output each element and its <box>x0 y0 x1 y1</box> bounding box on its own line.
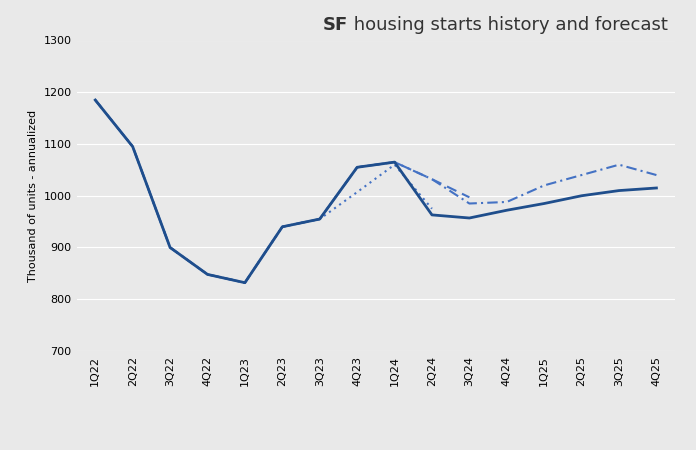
Text: SF: SF <box>323 16 348 34</box>
Text: housing starts history and forecast: housing starts history and forecast <box>348 16 668 34</box>
Y-axis label: Thousand of units - annualized: Thousand of units - annualized <box>28 110 38 282</box>
